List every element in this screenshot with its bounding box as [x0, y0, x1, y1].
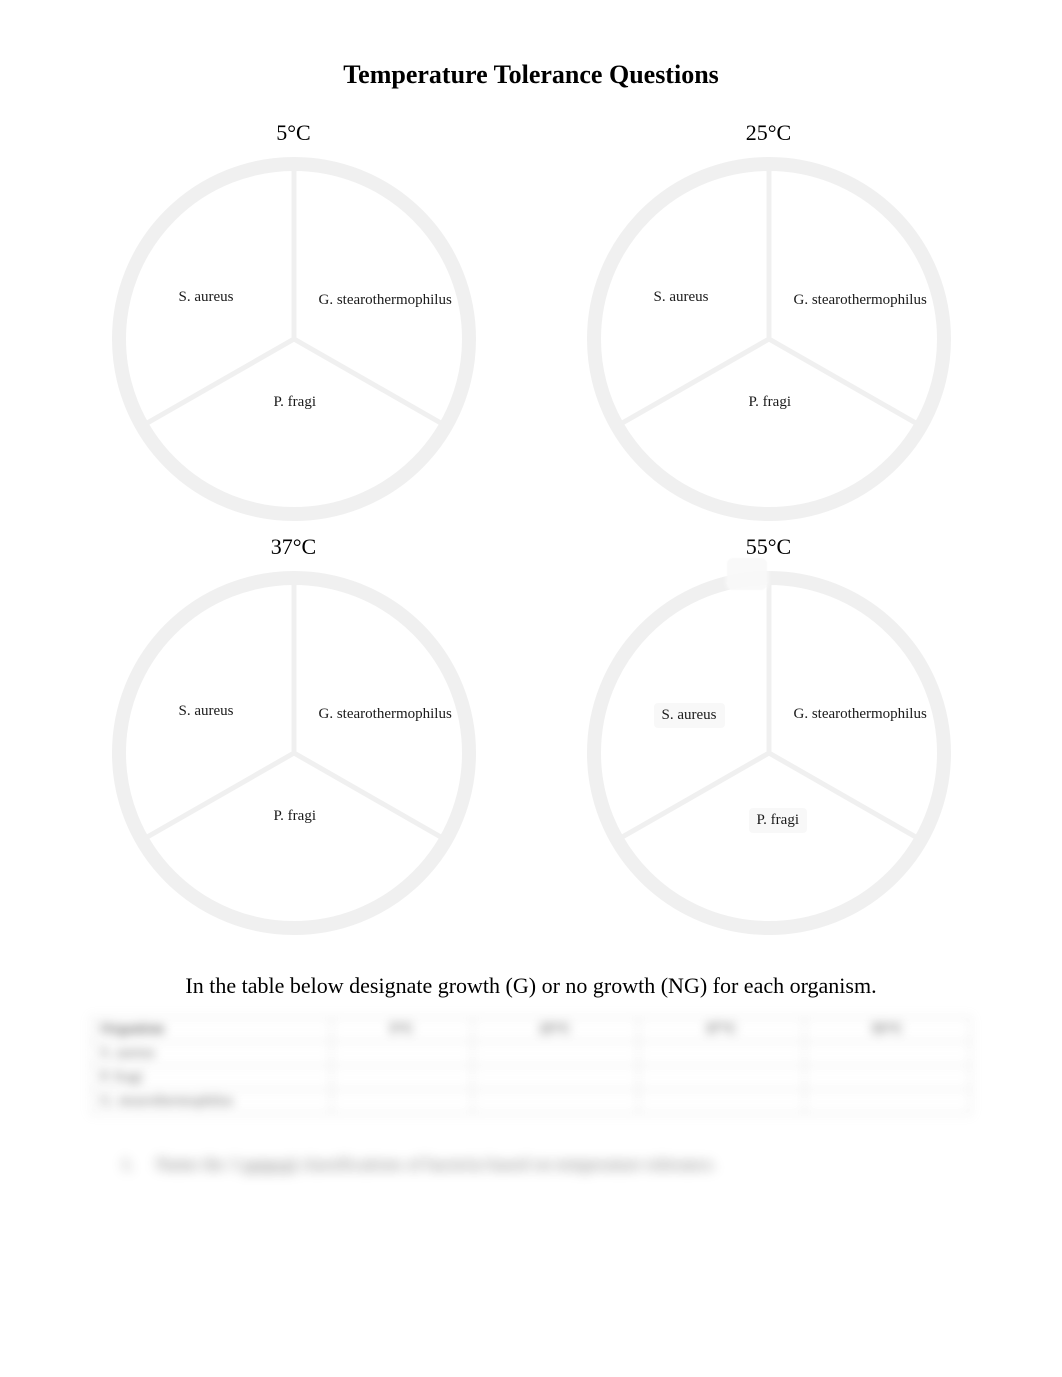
th-organism: Organism	[92, 1018, 332, 1042]
cell	[472, 1042, 638, 1066]
cell	[332, 1066, 473, 1090]
table-row: G. stearothermophilus	[92, 1090, 971, 1114]
dish-circle-25c	[574, 154, 964, 524]
dish-circle-55c	[574, 568, 964, 938]
dish-5c: 5°C S. aureus G. stearothermophilus P. f…	[71, 120, 516, 524]
th-37c: 37°C	[638, 1018, 804, 1042]
dish-wrap-37c: S. aureus G. stearothermophilus P. fragi	[99, 568, 489, 938]
org-label-g-stearo: G. stearothermophilus	[794, 706, 927, 723]
question-underlined: general	[243, 1154, 296, 1174]
org-label-s-aureus: S. aureus	[179, 289, 234, 306]
cell	[638, 1090, 804, 1114]
petri-dish-grid: 5°C S. aureus G. stearothermophilus P. f…	[71, 120, 991, 938]
org-label-s-aureus: S. aureus	[654, 703, 725, 728]
org-label-p-fragi: P. fragi	[749, 808, 808, 833]
org-label-s-aureus: S. aureus	[654, 289, 709, 306]
th-55c: 55°C	[804, 1018, 970, 1042]
cell	[472, 1090, 638, 1114]
dish-wrap-5c: S. aureus G. stearothermophilus P. fragi	[99, 154, 489, 524]
cell	[332, 1090, 473, 1114]
org-label-p-fragi: P. fragi	[749, 394, 792, 411]
question-1: 1. Name the 3 general classifications of…	[121, 1154, 941, 1175]
blur-overlay	[727, 558, 767, 590]
cell-organism: S. aureus	[92, 1042, 332, 1066]
org-label-g-stearo: G. stearothermophilus	[319, 292, 452, 309]
org-label-s-aureus: S. aureus	[179, 703, 234, 720]
temp-label-25c: 25°C	[746, 120, 791, 146]
temp-label-5c: 5°C	[276, 120, 310, 146]
org-label-p-fragi: P. fragi	[274, 808, 317, 825]
temp-label-37c: 37°C	[271, 534, 316, 560]
cell	[804, 1042, 970, 1066]
cell-organism: P. fragi	[92, 1066, 332, 1090]
dish-55c: 55°C S. aureus G. stearothermophilus P. …	[546, 534, 991, 938]
dish-25c: 25°C S. aureus G. stearothermophilus P. …	[546, 120, 991, 524]
cell	[804, 1090, 970, 1114]
temp-label-55c: 55°C	[746, 534, 791, 560]
table-row: S. aureus	[92, 1042, 971, 1066]
dish-37c: 37°C S. aureus G. stearothermophilus P. …	[71, 534, 516, 938]
cell-organism: G. stearothermophilus	[92, 1090, 332, 1114]
cell	[332, 1042, 473, 1066]
cell	[638, 1042, 804, 1066]
question-text-before: Name the 3	[156, 1154, 243, 1174]
cell	[638, 1066, 804, 1090]
dish-circle-37c	[99, 568, 489, 938]
table-row: P. fragi	[92, 1066, 971, 1090]
table-instruction: In the table below designate growth (G) …	[30, 973, 1032, 999]
question-number: 1.	[121, 1154, 151, 1175]
cell	[472, 1066, 638, 1090]
th-5c: 5°C	[332, 1018, 473, 1042]
cell	[804, 1066, 970, 1090]
dish-circle-5c	[99, 154, 489, 524]
page-title: Temperature Tolerance Questions	[30, 60, 1032, 90]
org-label-g-stearo: G. stearothermophilus	[319, 706, 452, 723]
dish-wrap-55c: S. aureus G. stearothermophilus P. fragi	[574, 568, 964, 938]
org-label-p-fragi: P. fragi	[274, 394, 317, 411]
dish-wrap-25c: S. aureus G. stearothermophilus P. fragi	[574, 154, 964, 524]
th-25c: 25°C	[472, 1018, 638, 1042]
question-text-after: classifications of bacteria based on tem…	[296, 1154, 717, 1174]
table-header-row: Organism 5°C 25°C 37°C 55°C	[92, 1018, 971, 1042]
growth-table: Organism 5°C 25°C 37°C 55°C S. aureus P.…	[91, 1017, 971, 1114]
org-label-g-stearo: G. stearothermophilus	[794, 292, 927, 309]
